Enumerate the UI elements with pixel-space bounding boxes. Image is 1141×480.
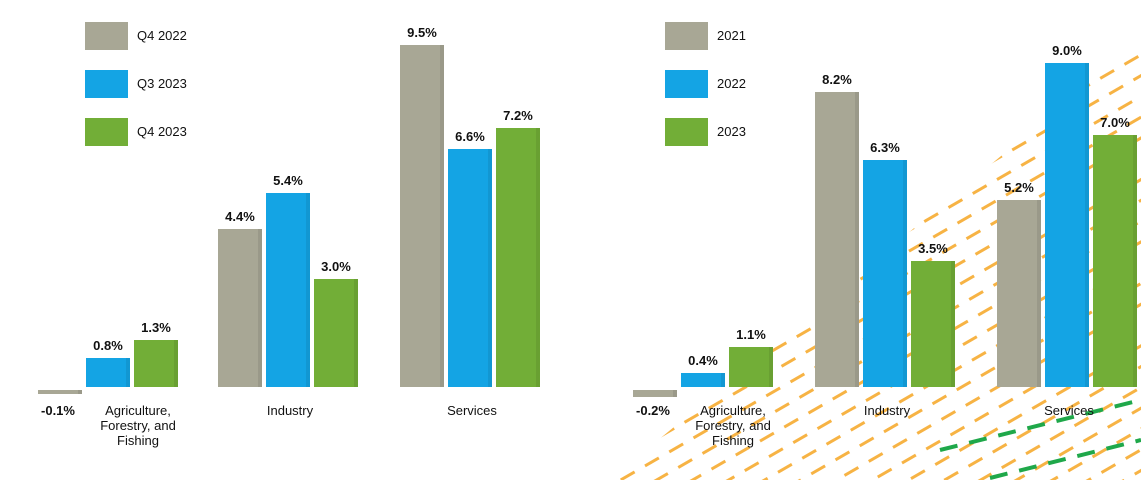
bar (1093, 135, 1137, 387)
x-tick-label: Agriculture, Forestry, and Fishing (100, 403, 176, 448)
legend-swatch (665, 118, 708, 146)
value-label: 7.2% (503, 107, 533, 123)
value-label: 9.0% (1052, 43, 1082, 58)
bar (86, 358, 130, 387)
bar (134, 340, 178, 387)
value-label: 4.4% (225, 208, 255, 224)
x-tick-label: Services (1044, 403, 1094, 418)
legend-label: Q4 2022 (137, 28, 187, 43)
bar (997, 199, 1041, 387)
legend-swatch (85, 22, 128, 50)
x-tick-label: Services (447, 403, 497, 418)
bar (911, 261, 955, 387)
legend-label: Q4 2023 (137, 124, 187, 139)
x-tick-label: Industry (863, 403, 911, 418)
legend-swatch (85, 70, 128, 98)
legend-swatch (85, 118, 128, 146)
value-label: 5.4% (273, 172, 303, 188)
bar (400, 45, 444, 387)
value-label: 7.0% (1100, 115, 1130, 130)
legend-label: 2022 (717, 76, 746, 91)
legend-label: 2023 (717, 124, 746, 139)
bar (681, 372, 725, 387)
bar (1045, 63, 1089, 387)
value-label: 8.2% (822, 71, 852, 87)
legend-label: Q3 2023 (137, 76, 187, 91)
bar (863, 160, 907, 387)
value-label: 5.2% (1004, 179, 1034, 195)
bar (38, 390, 82, 394)
bar (314, 279, 358, 387)
bar (729, 347, 773, 387)
value-label: 0.4% (688, 352, 718, 368)
bar (633, 390, 677, 398)
bar (496, 127, 540, 387)
value-label: 1.1% (736, 327, 766, 343)
value-label: 0.8% (93, 338, 123, 354)
bar (448, 149, 492, 387)
legend-swatch (665, 70, 708, 98)
value-label: 6.6% (455, 129, 485, 145)
value-label: 3.0% (321, 259, 351, 274)
value-label: -0.2% (636, 403, 670, 418)
legend-swatch (665, 22, 708, 50)
chart-right: 2021 -0.2% 8.2% 5.2% 2022 0.4% 6.3% 9.0% 2023 1.1… (570, 0, 1140, 480)
bar (266, 192, 310, 387)
bar (815, 91, 859, 387)
value-label: 3.5% (918, 241, 948, 256)
x-tick-label: Agriculture, Forestry, and Fishing (695, 403, 771, 448)
value-label: 6.3% (870, 140, 900, 156)
chart-left: Q4 2022 -0.1% 4.4% 9.5% Q3 2023 0.8% 5.4% 6.6% Q… (0, 0, 570, 480)
bar (218, 228, 262, 387)
value-label: 9.5% (407, 25, 437, 40)
value-label: -0.1% (41, 403, 75, 418)
x-tick-label: Industry (266, 403, 314, 418)
value-label: 1.3% (141, 320, 171, 336)
legend-label: 2021 (717, 28, 746, 43)
